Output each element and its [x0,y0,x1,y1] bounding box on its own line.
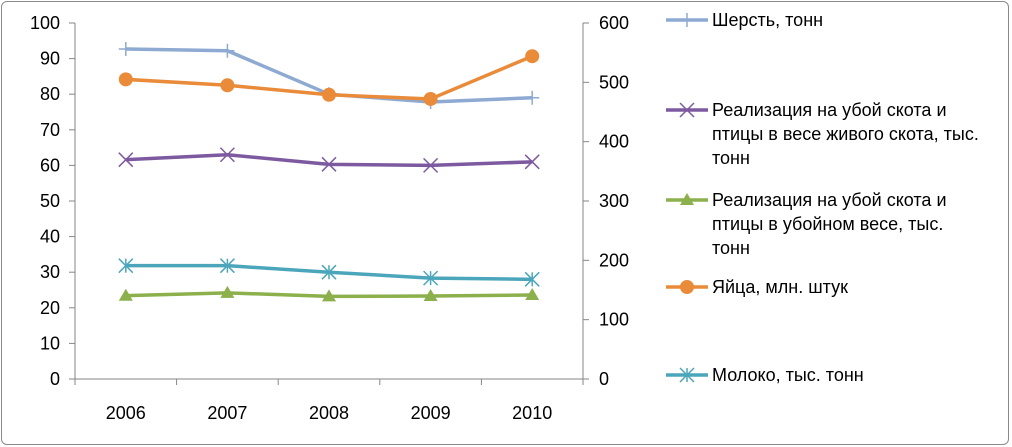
legend-label-3: Реализация на убой скота и птицы в убойно… [712,190,947,258]
left-tick-label: 60 [40,155,60,175]
legend-marker-4 [680,280,694,294]
data-point-s4-2 [220,78,235,93]
legend-marker-2 [679,102,695,118]
data-point-s3-1 [118,288,133,301]
data-point-s2-3 [321,156,337,172]
data-point-s5-4 [423,270,439,286]
data-point-s5-3 [321,264,337,280]
data-point-s1-2 [220,43,235,58]
x-tick-label: 2008 [309,403,349,423]
data-point-s4-3 [322,87,336,102]
data-point-s2-2 [219,147,235,163]
data-point-s5-5 [524,271,540,287]
right-tick-label: 500 [599,72,629,92]
data-point-s2-5 [524,154,540,170]
legend-label-4: Яйца, млн. штук [712,277,848,297]
x-tick-label: 2010 [512,403,552,423]
right-tick-label: 100 [599,310,629,330]
data-point-s3-4 [423,289,438,302]
legend-label-2: Реализация на убой скота и птицы в весе ж… [712,100,979,168]
right-tick-label: 400 [599,132,629,152]
data-point-s1-5 [525,90,540,105]
left-tick-label: 50 [40,191,60,211]
left-tick-label: 70 [40,120,60,140]
left-tick-label: 0 [50,369,60,389]
left-tick-label: 80 [40,84,60,104]
data-point-s4-1 [118,72,133,87]
data-point-s3-2 [220,285,235,298]
legend-marker-3 [680,193,694,205]
legend-label-5: Молоко, тыс. тонн [712,365,864,385]
legend-marker-1 [680,13,694,27]
left-tick-label: 10 [40,333,60,353]
left-tick-label: 40 [40,227,60,247]
data-point-s4-5 [525,49,540,64]
x-tick-label: 2009 [411,403,451,423]
data-point-s3-5 [525,287,540,300]
left-tick-label: 100 [30,13,60,33]
right-tick-label: 300 [599,191,629,211]
data-point-s3-3 [322,289,336,302]
right-tick-label: 0 [599,369,609,389]
x-tick-label: 2006 [106,403,146,423]
data-point-s2-1 [118,152,134,168]
left-tick-label: 90 [40,49,60,69]
data-point-s5-2 [219,258,235,274]
left-tick-label: 20 [40,298,60,318]
x-tick-label: 2007 [207,403,247,423]
left-tick-label: 30 [40,262,60,282]
legend-marker-5 [679,367,695,383]
data-point-s2-4 [423,157,439,173]
right-tick-label: 600 [599,13,629,33]
data-point-s1-1 [118,41,133,56]
data-point-s4-4 [423,91,438,106]
right-tick-label: 200 [599,250,629,270]
data-point-s5-1 [118,258,134,274]
legend-label-1: Шерсть, тонн [712,10,823,30]
